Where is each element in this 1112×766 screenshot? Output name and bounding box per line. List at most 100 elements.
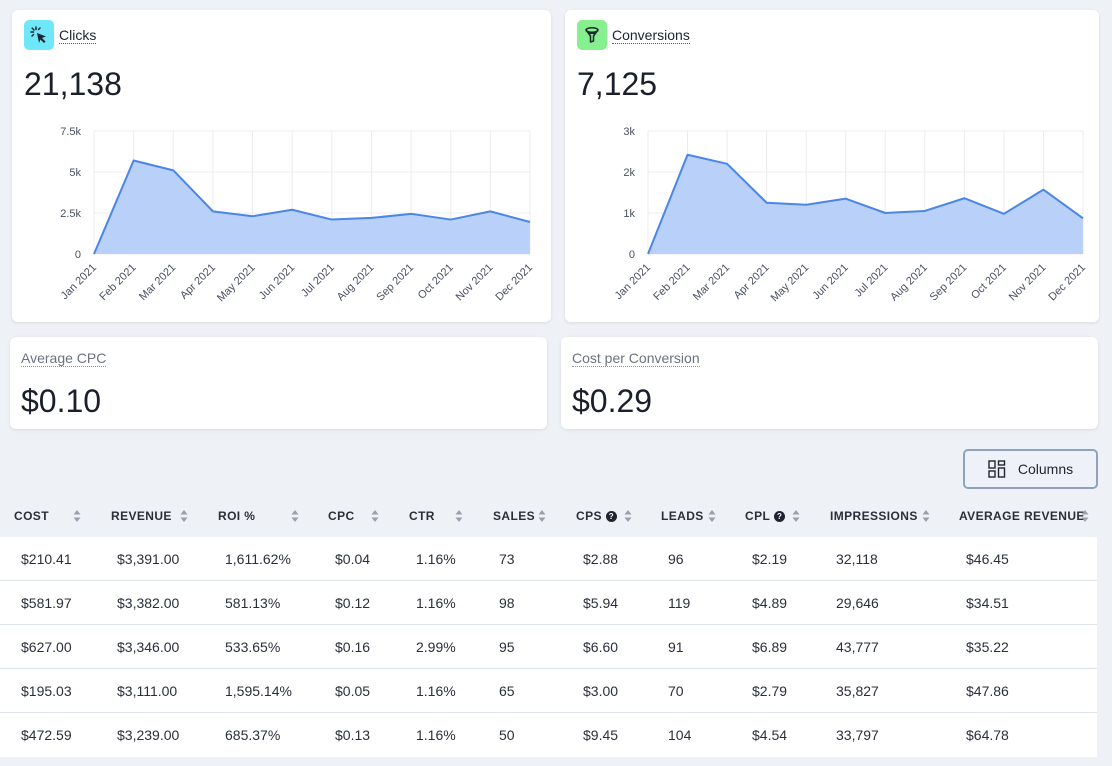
table-cell: 43,777 [836,639,879,655]
table-cell: $3.00 [583,683,619,699]
table-cell: 50 [499,727,515,743]
table-cell: $210.41 [21,551,72,567]
x-tick-label: Apr 2021 [178,262,218,302]
col-header-label: CPC [328,509,355,523]
table-cell: $3,239.00 [117,727,180,743]
table-cell: 119 [668,595,691,611]
x-tick-label: Nov 2021 [454,262,496,304]
y-tick-label: 2k [623,167,635,179]
help-icon[interactable]: ? [774,510,786,522]
col-header-cps[interactable]: CPS? [576,496,617,536]
table-cell: $0.04 [335,551,371,567]
x-tick-label: Aug 2021 [888,262,930,304]
conversions-card: Conversions 7,125 0 1k 2k 3k Jan 2021 Feb 202… [565,10,1099,322]
average-cpc-label[interactable]: Average CPC [21,350,107,367]
series-line [647,153,1084,255]
col-header-label: CPL [745,509,771,523]
table-row[interactable]: $627.00 $3,346.00 533.65% $0.16 2.99% 95 $6.60… [0,625,1097,669]
col-header-label: CTR [409,509,435,523]
x-tick-label: Dec 2021 [1046,262,1088,304]
x-tick-label: Oct 2021 [416,262,456,302]
cost-per-conversion-value: $0.29 [572,383,653,419]
col-header-cpc[interactable]: CPC [328,496,355,536]
sort-icon[interactable] [1081,509,1089,523]
table-cell: $4.89 [752,595,788,611]
table-cell: 35,827 [836,683,879,699]
sort-icon[interactable] [538,509,546,523]
col-header-label: SALES [493,509,536,523]
conversions-total: 7,125 [577,66,658,102]
sort-icon[interactable] [922,509,930,523]
funnel-icon [577,20,607,50]
col-header-label: REVENUE [111,509,172,523]
col-header-label: CPS [576,509,602,523]
x-tick-label: Mar 2021 [137,262,178,303]
col-header-average-revenue[interactable]: AVERAGE REVENUE [959,496,1085,536]
x-tick-label: Sep 2021 [928,262,970,304]
table-cell: $35.22 [966,639,1009,655]
col-header-ctr[interactable]: CTR [409,496,435,536]
table-cell: 73 [499,551,515,567]
average-cpc-value: $0.10 [21,383,102,419]
table-cell: $4.54 [752,727,788,743]
table-cell: $3,111.00 [117,683,178,699]
col-header-cost[interactable]: COST [14,496,49,536]
x-tick-label: Jun 2021 [810,262,850,302]
table-cell: 1.16% [416,683,456,699]
series-area [94,160,530,254]
x-tick-label: Dec 2021 [493,262,535,304]
col-header-sales[interactable]: SALES [493,496,535,536]
sort-icon[interactable] [792,509,800,523]
table-cell: 581.13% [225,595,281,611]
table-cell: 1,595.14% [225,683,292,699]
table-row[interactable]: $195.03 $3,111.00 1,595.14% $0.05 1.16% 65 $3.… [0,669,1097,713]
sort-icon[interactable] [708,509,716,523]
col-header-roi[interactable]: ROI % [218,496,255,536]
sort-icon[interactable] [180,509,188,523]
col-header-label: COST [14,509,49,523]
table-cell: $47.86 [966,683,1009,699]
sort-icon[interactable] [455,509,463,523]
table-cell: $0.13 [335,727,371,743]
col-header-leads[interactable]: LEADS [661,496,704,536]
clicks-title[interactable]: Clicks [59,26,97,44]
columns-button[interactable]: Columns [963,449,1098,489]
y-tick-label: 1k [623,208,635,220]
x-tick-label: Jun 2021 [257,262,297,302]
conversions-title[interactable]: Conversions [612,26,690,44]
table-row[interactable]: $472.59 $3,239.00 685.37% $0.13 1.16% 50 $9.45… [0,713,1097,757]
y-tick-label: 3k [623,126,635,138]
clicks-total: 21,138 [24,66,122,102]
table-cell: 91 [668,639,684,655]
x-tick-label: May 2021 [769,262,812,305]
x-tick-label: Jan 2021 [613,262,653,302]
table-cell: 32,118 [836,551,878,567]
sort-icon[interactable] [291,509,299,523]
table-cell: 33,797 [836,727,879,743]
table-cell: $0.16 [335,639,371,655]
table-cell: $581.97 [21,595,72,611]
table-cell: $2.19 [752,551,788,567]
cost-per-conversion-card: Cost per Conversion $0.29 [561,337,1098,429]
x-tick-label: Jul 2021 [299,262,337,300]
col-header-cpl[interactable]: CPL? [745,496,786,536]
data-table: $210.41 $3,391.00 1,611.62% $0.04 1.16% 73 $2.… [0,537,1097,757]
table-cell: 1,611.62% [225,551,291,567]
help-icon[interactable]: ? [605,510,617,522]
table-cell: 70 [668,683,684,699]
table-row[interactable]: $581.97 $3,382.00 581.13% $0.12 1.16% 98 $5.94… [0,581,1097,625]
col-header-label: AVERAGE REVENUE [959,509,1085,523]
cost-per-conversion-label[interactable]: Cost per Conversion [572,350,700,367]
table-cell: $9.45 [583,727,619,743]
sort-icon[interactable] [624,509,632,523]
table-cell: 98 [499,595,515,611]
sort-icon[interactable] [73,509,81,523]
col-header-revenue[interactable]: REVENUE [111,496,172,536]
y-tick-label: 7.5k [60,126,81,138]
table-row[interactable]: $210.41 $3,391.00 1,611.62% $0.04 1.16% 73 $2.… [0,537,1097,581]
clicks-card: Clicks 21,138 0 2.5k 5k 7.5k Jan 2021 Feb 202… [12,10,551,322]
col-header-label: IMPRESSIONS [830,509,918,523]
table-cell: 104 [668,727,692,743]
col-header-impressions[interactable]: IMPRESSIONS [830,496,918,536]
sort-icon[interactable] [371,509,379,523]
